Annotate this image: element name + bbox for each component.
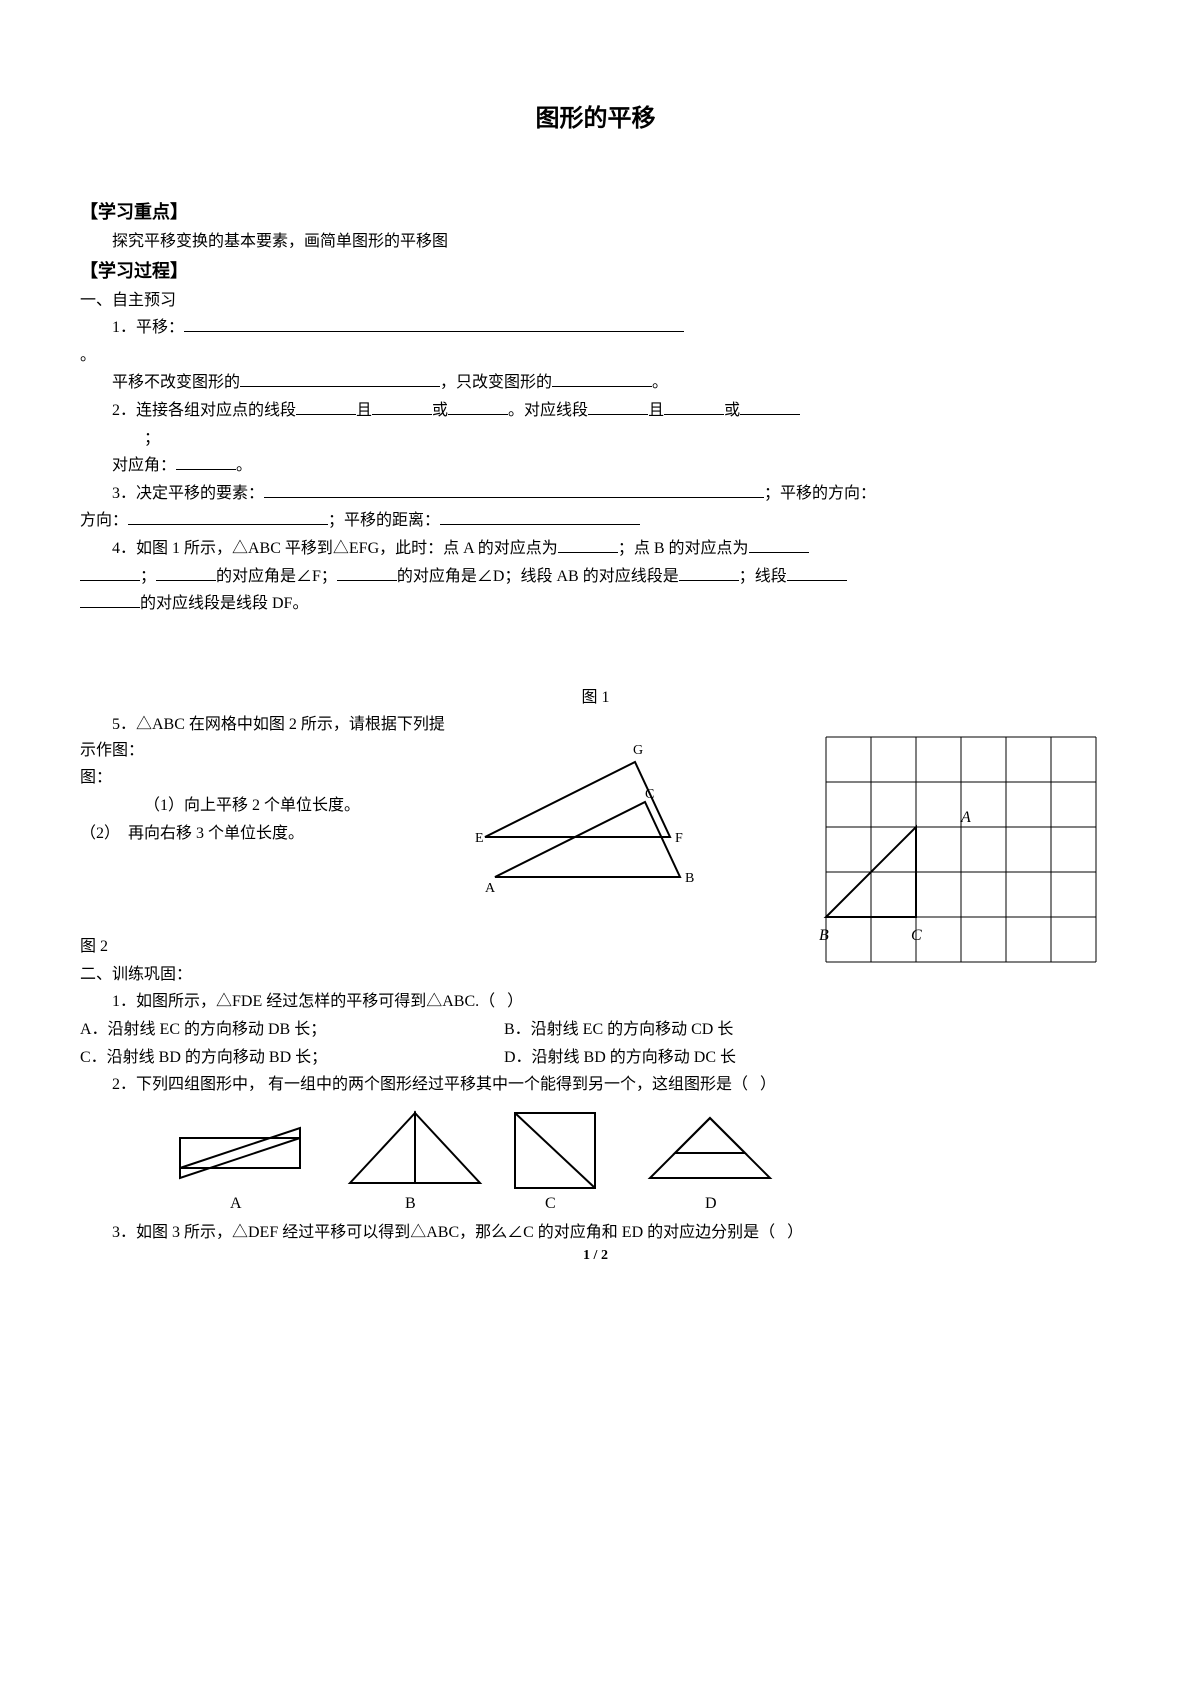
t: 。 (236, 457, 252, 474)
q4-b: ； 的对应角是∠F； 的对应角是∠D；线段 AB 的对应线段是 ；线段 (80, 564, 1111, 590)
page-number: 1 / 2 (583, 1245, 608, 1267)
grid-figure: A B C (811, 722, 1111, 982)
q1-line2: 平移不改变图形的 ，只改变图形的 。 (80, 370, 1111, 396)
blank[interactable] (740, 399, 800, 415)
blank[interactable] (128, 509, 328, 525)
t1-opts1: A．沿射线 EC 的方向移动 DB 长； B．沿射线 EC 的方向移动 CD 长 (80, 1017, 1111, 1043)
q1-label: 1．平移： (112, 319, 184, 336)
blank[interactable] (264, 482, 764, 498)
t3: 3．如图 3 所示，△DEF 经过平移可以得到△ABC，那么∠C 的对应角和 E… (80, 1220, 1111, 1246)
t: 且 (648, 402, 664, 419)
q4-c: 的对应线段是线段 DF。 (80, 591, 1111, 617)
t1-a: A．沿射线 EC 的方向移动 DB 长； (80, 1017, 500, 1043)
t: 。对应线段 (508, 402, 588, 419)
opt-b-label: B (405, 1195, 416, 1212)
text: ，只改变图形的 (440, 374, 552, 391)
blank[interactable] (372, 399, 432, 415)
lbl-Bv: B (819, 927, 829, 944)
part1-header: 一、自主预习 (80, 288, 1111, 314)
q1: 1．平移： (80, 315, 1111, 341)
t: 的对应角是∠D；线段 AB 的对应线段是 (397, 568, 679, 585)
t: ； (144, 430, 160, 447)
blank[interactable] (240, 371, 440, 387)
t: ；线段 (739, 568, 787, 585)
lbl-A: A (485, 881, 496, 896)
blank[interactable] (448, 399, 508, 415)
blank[interactable] (552, 371, 652, 387)
q3-b: 方向：；平移的距离： (80, 508, 1111, 534)
t1-opts2: C．沿射线 BD 的方向移动 BD 长； D．沿射线 BD 的方向移动 DC 长 (80, 1045, 1111, 1071)
t: 且 (356, 402, 372, 419)
section-1-text: 探究平移变换的基本要素，画简单图形的平移图 (80, 229, 1111, 255)
page-title: 图形的平移 (80, 100, 1111, 138)
section-2-header: 【学习过程】 (80, 257, 1111, 286)
t2: 2．下列四组图形中， 有一组中的两个图形经过平移其中一个能得到另一个，这组图形是… (80, 1072, 1111, 1098)
t: 的对应线段是线段 DF。 (140, 595, 308, 612)
q2-b: ； (80, 426, 1111, 452)
q2-c: 对应角： 。 (80, 453, 1111, 479)
lbl-Av: A (960, 809, 971, 826)
lbl-Bb: B (685, 871, 694, 886)
text: 。 (652, 374, 668, 391)
blank[interactable] (80, 565, 140, 581)
q5-text: 5．△ABC 在网格中如图 2 所示，请根据下列提示作图： (80, 712, 460, 763)
opt-a-label: A (230, 1195, 242, 1212)
q5-2: （2） 再向右移 3 个单位长度。 (80, 821, 460, 847)
t1: 1．如图所示，△FDE 经过怎样的平移可得到△ABC.（ ） (80, 989, 1111, 1015)
t2-figures: A B C D (180, 1108, 1111, 1218)
blank[interactable] (440, 509, 640, 525)
lbl-E: E (475, 831, 484, 846)
q5-a: 图： (80, 765, 460, 791)
section-1-header: 【学习重点】 (80, 198, 1111, 227)
blank[interactable] (588, 399, 648, 415)
t: 4．如图 1 所示，△ABC 平移到△EFG，此时：点 A 的对应点为 (112, 540, 558, 557)
q1-end: 。 (80, 343, 1111, 369)
t1-c: C．沿射线 BD 的方向移动 BD 长； (80, 1045, 500, 1071)
t: 对应角： (112, 457, 176, 474)
lbl-C: C (645, 787, 654, 802)
q4-figure: G C E F A B (475, 732, 765, 902)
blank[interactable] (749, 537, 809, 553)
text: 平移不改变图形的 (112, 374, 240, 391)
t: 的对应角是∠F； (216, 568, 337, 585)
blank[interactable] (176, 454, 236, 470)
t: ；平移的距离： (328, 512, 440, 529)
t: ；平移的方向： (764, 485, 876, 502)
t1-d: D．沿射线 BD 的方向移动 DC 长 (504, 1049, 736, 1066)
blank[interactable] (296, 399, 356, 415)
q3-label: 3．决定平移的要素： (112, 485, 264, 502)
q5-1: （1）向上平移 2 个单位长度。 (80, 793, 460, 819)
lbl-F: F (675, 831, 683, 846)
q2-label: 2．连接各组对应点的线段 (112, 402, 296, 419)
opt-d-label: D (705, 1195, 717, 1212)
q2: 2．连接各组对应点的线段 且 或 。对应线段 且 或 (80, 398, 1111, 424)
t: ； (140, 568, 156, 585)
opt-c-label: C (545, 1195, 556, 1212)
t1-b: B．沿射线 EC 的方向移动 CD 长 (504, 1021, 733, 1038)
lbl-G: G (633, 743, 643, 758)
blank[interactable] (156, 565, 216, 581)
blank[interactable] (664, 399, 724, 415)
t: ；点 B 的对应点为 (618, 540, 749, 557)
fig1-label: 图 1 (80, 685, 1111, 711)
t: 或 (432, 402, 448, 419)
blank[interactable] (679, 565, 739, 581)
q3: 3．决定平移的要素： ；平移的方向： (80, 481, 1111, 507)
blank[interactable] (337, 565, 397, 581)
blank[interactable] (787, 565, 847, 581)
t: 或 (724, 402, 740, 419)
lbl-Cv: C (911, 927, 922, 944)
blank[interactable] (184, 316, 684, 332)
q4: 4．如图 1 所示，△ABC 平移到△EFG，此时：点 A 的对应点为 ；点 B … (80, 536, 1111, 562)
q5-wrap: 5．△ABC 在网格中如图 2 所示，请根据下列提示作图： 图： （1）向上平移… (80, 712, 1111, 932)
blank[interactable] (80, 592, 140, 608)
blank[interactable] (558, 537, 618, 553)
